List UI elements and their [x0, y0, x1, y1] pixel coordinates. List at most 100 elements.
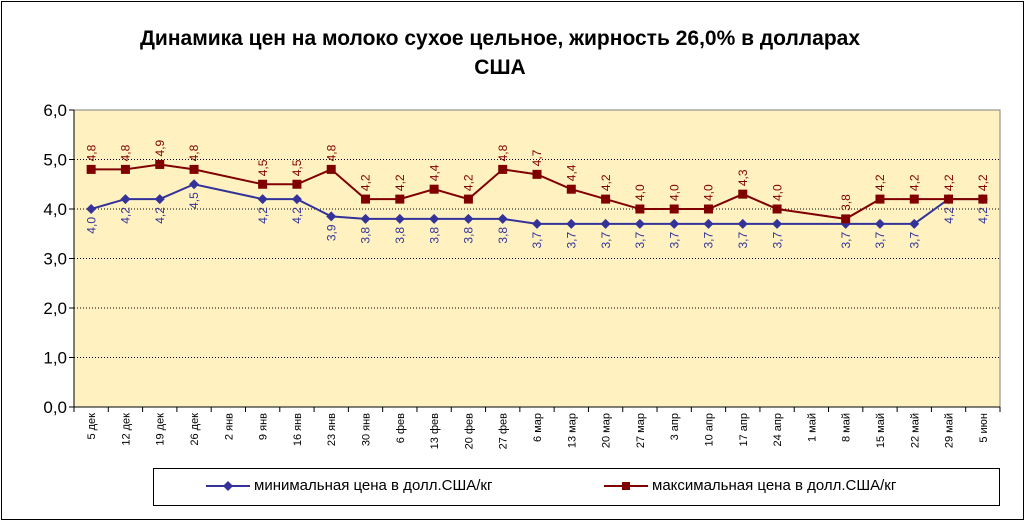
- point-min: [429, 213, 440, 224]
- data-label-max: 4,0: [633, 184, 647, 201]
- data-label-min: 3,7: [633, 232, 647, 249]
- data-label-max: 4,2: [907, 174, 921, 191]
- data-label-max: 4,0: [770, 184, 784, 201]
- point-min: [909, 218, 920, 229]
- x-tick-label: 13 мар: [566, 413, 578, 448]
- point-min: [772, 218, 783, 229]
- data-label-max: 4,2: [393, 174, 407, 191]
- data-label-min: 4,2: [153, 207, 167, 224]
- data-label-min: 3,7: [770, 232, 784, 249]
- x-tick-label: 5 июн: [978, 413, 990, 443]
- point-min: [634, 218, 645, 229]
- data-label-min: 3,7: [839, 232, 853, 249]
- data-label-max: 4,5: [256, 159, 270, 176]
- point-min: [120, 194, 131, 205]
- legend-diamond-icon: [206, 481, 250, 492]
- point-max: [944, 194, 954, 204]
- point-min: [737, 218, 748, 229]
- x-tick-label: 19 дек: [155, 413, 167, 446]
- data-label-max: 4,4: [564, 164, 578, 181]
- point-min: [86, 204, 97, 214]
- point-max: [258, 179, 268, 189]
- point-max: [498, 164, 508, 174]
- data-label-max: 4,2: [942, 174, 956, 191]
- x-tick-label: 20 мар: [601, 413, 613, 448]
- data-label-max: 4,2: [976, 174, 990, 191]
- point-min: [532, 218, 542, 229]
- data-label-max: 4,4: [427, 164, 441, 181]
- data-label-max: 4,0: [667, 184, 681, 201]
- data-label-max: 4,8: [84, 144, 98, 161]
- y-tick-label: 3,0: [43, 250, 67, 269]
- data-label-max: 3,8: [839, 194, 853, 211]
- legend-item-min: минимальная цена в долл.США/кг: [206, 477, 492, 494]
- data-label-min: 4,2: [976, 207, 990, 224]
- data-label-min: 3,7: [907, 232, 921, 249]
- data-label-min: 3,8: [427, 227, 441, 244]
- legend-item-max: максимальная цена в долл.США/кг: [604, 477, 896, 494]
- x-tick-label: 9 янв: [258, 413, 270, 440]
- data-label-min: 3,7: [667, 232, 681, 249]
- x-tick-label: 16 янв: [292, 413, 304, 446]
- point-min: [874, 218, 885, 229]
- x-tick-label: 15 май: [875, 413, 887, 448]
- data-label-max: 4,8: [324, 144, 338, 161]
- data-label-max: 4,2: [359, 174, 373, 191]
- point-min: [360, 213, 371, 224]
- y-tick-label: 5,0: [43, 151, 67, 170]
- point-min: [703, 218, 714, 229]
- data-label-max: 4,2: [599, 174, 613, 191]
- data-label-min: 3,7: [599, 232, 613, 249]
- point-max: [120, 164, 130, 174]
- point-min: [566, 218, 577, 229]
- point-max: [978, 194, 988, 204]
- legend-label-max: максимальная цена в долл.США/кг: [652, 477, 897, 494]
- chart-title: Динамика цен на молоко сухое цельное, жи…: [139, 27, 861, 79]
- point-max: [532, 169, 542, 179]
- data-label-max: 4,8: [496, 144, 510, 161]
- x-tick-label: 29 май: [944, 413, 956, 448]
- point-min: [154, 194, 165, 205]
- point-max: [703, 204, 713, 214]
- y-tick-label: 1,0: [43, 349, 67, 368]
- x-tick-label: 27 мар: [635, 413, 647, 448]
- x-tick-label: 24 апр: [772, 413, 784, 446]
- x-tick-label: 23 янв: [326, 413, 338, 446]
- point-min: [189, 179, 200, 190]
- data-label-min: 3,7: [736, 232, 750, 249]
- x-tick-label: 20 фев: [463, 413, 475, 449]
- y-tick-label: 2,0: [43, 299, 67, 318]
- data-label-min: 3,8: [359, 227, 373, 244]
- point-max: [463, 194, 473, 204]
- point-min: [463, 213, 474, 224]
- data-label-min: 4,0: [84, 217, 98, 234]
- x-tick-label: 5 дек: [86, 413, 98, 440]
- y-tick-label: 0,0: [43, 398, 67, 417]
- y-tick-label: 4,0: [43, 200, 67, 219]
- data-label-max: 4,3: [736, 169, 750, 186]
- point-min: [394, 213, 405, 224]
- legend-label-min: минимальная цена в долл.США/кг: [254, 477, 493, 494]
- point-max: [326, 164, 336, 174]
- point-max: [361, 194, 371, 204]
- point-max: [566, 184, 576, 194]
- point-max: [669, 204, 679, 214]
- data-label-max: 4,2: [462, 174, 476, 191]
- x-tick-label: 10 апр: [703, 413, 715, 446]
- data-label-min: 4,2: [942, 207, 956, 224]
- data-label-min: 4,2: [256, 207, 270, 224]
- point-min: [326, 211, 337, 222]
- point-max: [738, 189, 748, 199]
- data-label-max: 4,9: [153, 139, 167, 156]
- legend: минимальная цена в долл.США/кг максималь…: [153, 468, 1000, 506]
- data-label-min: 4,2: [119, 207, 133, 224]
- x-tick-label: 3 апр: [669, 413, 681, 440]
- point-min: [257, 194, 268, 205]
- y-tick-label: 6,0: [43, 101, 67, 120]
- data-label-min: 4,5: [187, 192, 201, 209]
- point-max: [189, 164, 199, 174]
- point-max: [909, 194, 919, 204]
- x-tick-label: 27 фев: [498, 413, 510, 449]
- point-max: [635, 204, 645, 214]
- point-min: [291, 194, 302, 205]
